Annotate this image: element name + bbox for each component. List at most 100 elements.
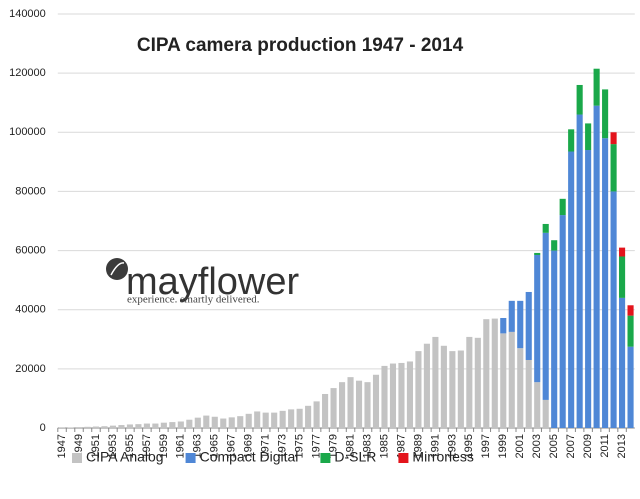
- x-tick-label: 1987: [395, 434, 407, 458]
- x-tick-label: 1981: [344, 434, 356, 458]
- x-tick-label: 1965: [209, 434, 221, 458]
- bar: [92, 426, 100, 428]
- legend-label: Compact Digital: [200, 449, 299, 465]
- bar: [449, 351, 456, 428]
- y-tick-label: 120000: [9, 67, 46, 79]
- x-tick-label: 1997: [480, 434, 492, 458]
- x-tick-label: 1975: [294, 434, 306, 458]
- bar: [262, 412, 269, 428]
- bar: [143, 423, 150, 428]
- bar: [568, 129, 575, 152]
- x-tick-label: 2001: [514, 434, 526, 458]
- x-tick-label: 1953: [107, 434, 119, 458]
- legend-swatch: [185, 453, 196, 463]
- bar: [372, 374, 380, 428]
- legend-swatch: [72, 453, 82, 463]
- bar: [211, 416, 218, 428]
- bar: [313, 401, 320, 428]
- bar: [355, 380, 363, 428]
- x-tick-label: 1983: [361, 434, 373, 458]
- logo-icon: [106, 258, 128, 280]
- x-tick-label: 1985: [378, 434, 390, 458]
- bar: [500, 333, 507, 428]
- bar: [610, 144, 617, 192]
- bar: [109, 425, 117, 428]
- bar: [610, 191, 617, 428]
- bar: [271, 412, 278, 428]
- bar: [228, 417, 235, 428]
- bar: [542, 223, 549, 233]
- bar: [593, 68, 600, 106]
- bar: [118, 425, 125, 428]
- bar: [440, 345, 447, 428]
- x-tick-label: 1957: [141, 434, 153, 458]
- bar: [245, 413, 252, 428]
- bar: [296, 408, 303, 428]
- bar: [517, 300, 524, 349]
- y-tick-label: 40000: [15, 304, 46, 316]
- bar: [602, 89, 609, 139]
- y-tick-label: 60000: [15, 244, 46, 256]
- x-tick-label: 1947: [56, 434, 68, 458]
- bar: [279, 410, 286, 428]
- bar: [160, 422, 167, 428]
- bar: [500, 317, 507, 334]
- bar: [135, 424, 142, 428]
- bar: [330, 388, 337, 428]
- bar: [542, 399, 549, 428]
- bar: [610, 132, 617, 145]
- bar: [466, 336, 473, 428]
- bar: [619, 297, 626, 428]
- legend-label: Mirrorless: [412, 449, 473, 465]
- x-tick-label: 1967: [226, 434, 238, 458]
- bar: [627, 346, 634, 428]
- y-tick-label: 20000: [15, 363, 46, 375]
- bar: [398, 362, 405, 428]
- x-tick-label: 1973: [277, 434, 289, 458]
- bar: [169, 422, 176, 428]
- x-tick-label: 2003: [531, 434, 543, 458]
- bar: [508, 331, 515, 428]
- bar: [84, 426, 91, 428]
- bar: [534, 382, 541, 428]
- y-tick-label: 80000: [15, 185, 46, 197]
- bar: [381, 365, 388, 428]
- bar: [525, 291, 532, 360]
- y-tick-label: 100000: [9, 126, 46, 138]
- bar: [415, 351, 422, 428]
- x-tick-label: 2005: [548, 434, 560, 458]
- x-tick-label: 1979: [327, 434, 339, 458]
- bar: [220, 418, 227, 428]
- bar: [627, 315, 634, 347]
- y-tick-label: 140000: [9, 8, 46, 20]
- bar: [364, 382, 371, 428]
- x-tick-label: 1949: [73, 434, 85, 458]
- bar: [534, 255, 541, 383]
- bar: [593, 105, 600, 429]
- legend-label: CIPA Analog: [86, 449, 164, 465]
- watermark-tagline: experience. smartly delivered.: [127, 294, 260, 306]
- x-tick-label: 2007: [565, 434, 577, 458]
- bar: [194, 417, 201, 428]
- bar: [517, 348, 524, 428]
- bar: [576, 84, 583, 115]
- bar: [67, 427, 74, 428]
- bar: [186, 419, 193, 428]
- bar: [177, 421, 184, 428]
- bar: [576, 114, 583, 429]
- x-tick-label: 1993: [446, 434, 458, 458]
- bar: [551, 250, 558, 428]
- bar: [474, 337, 481, 428]
- x-tick-label: 1989: [412, 434, 424, 458]
- bar: [457, 350, 464, 428]
- x-tick-label: 1963: [192, 434, 204, 458]
- bar: [423, 343, 430, 428]
- x-tick-label: 1977: [311, 434, 323, 458]
- bar: [254, 411, 261, 428]
- bar: [322, 393, 329, 428]
- logo-stroke: [110, 262, 125, 276]
- chart-title: CIPA camera production 1947 - 2014: [137, 35, 464, 56]
- bar: [559, 198, 566, 216]
